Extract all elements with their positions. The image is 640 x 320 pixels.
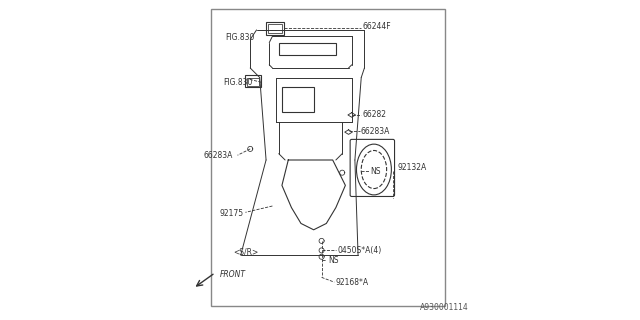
Text: 66282: 66282 [363,109,387,118]
Text: 92132A: 92132A [397,164,427,172]
Text: NS: NS [370,167,381,176]
Bar [282,87,314,112]
Bar [266,22,284,35]
Text: 0450S*A(4): 0450S*A(4) [337,246,381,255]
Text: FIG.830: FIG.830 [225,33,254,42]
Text: A930001114: A930001114 [420,303,469,312]
Bar [268,24,282,33]
Text: 66283A: 66283A [360,127,390,136]
Text: 66283A: 66283A [204,151,233,160]
Text: FRONT: FRONT [220,270,246,279]
Bar [247,77,259,86]
Text: 92175: 92175 [219,209,243,219]
Text: FIG.830: FIG.830 [223,78,253,87]
Bar [279,43,336,55]
Text: 92168*A: 92168*A [335,278,369,287]
Text: <S/R>: <S/R> [233,247,258,257]
Text: 66244F: 66244F [363,22,392,31]
Bar [246,75,261,87]
Text: NS: NS [328,256,339,265]
